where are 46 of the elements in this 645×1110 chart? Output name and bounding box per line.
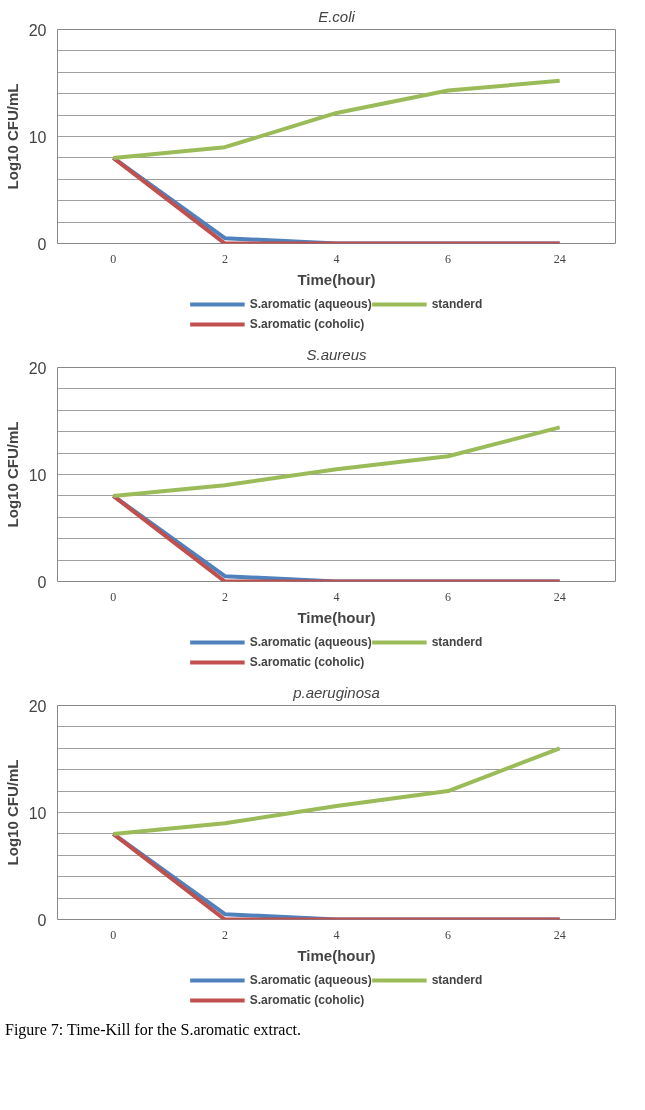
x-tick-label: 2 <box>221 589 228 604</box>
x-tick-label: 2 <box>221 927 228 942</box>
x-tick-label: 24 <box>553 589 566 604</box>
caption: Figure 7: Time-Kill for the S.aromatic extract. <box>5 1020 301 1041</box>
x-axis-title: Time(hour) <box>297 946 376 964</box>
x-axis-title: Time(hour) <box>297 608 376 626</box>
legend-label: standerd <box>431 297 483 311</box>
line-series <box>111 746 562 836</box>
line-series <box>111 425 562 498</box>
x-tick-label: 6 <box>445 589 452 604</box>
x-tick-label: 0 <box>110 589 117 604</box>
x-tick-label: 24 <box>553 927 566 942</box>
y-axis-title: Log10 CFU/mL <box>3 83 21 190</box>
y-tick-label: 20 <box>28 359 47 377</box>
legend-label: S.aromatic (coholic) <box>249 993 365 1007</box>
x-tick-label: 4 <box>333 927 340 942</box>
y-tick-label: 10 <box>28 128 47 146</box>
legend-label: S.aromatic (coholic) <box>249 655 365 669</box>
legend-label: S.aromatic (aqueous) <box>249 635 372 649</box>
x-tick-label: 0 <box>110 927 117 942</box>
y-tick-label: 20 <box>28 697 47 715</box>
y-tick-label: 20 <box>28 21 47 39</box>
x-tick-label: 6 <box>445 927 452 942</box>
x-axis-title: Time(hour) <box>297 270 376 288</box>
legend-label: standerd <box>431 635 483 649</box>
y-tick-label: 0 <box>37 235 47 253</box>
legend-label: S.aromatic (aqueous) <box>249 297 372 311</box>
chart-title: S.aureus <box>306 345 368 363</box>
y-tick-label: 10 <box>28 804 47 822</box>
x-tick-label: 0 <box>110 251 117 266</box>
y-axis-title: Log10 CFU/mL <box>3 759 21 866</box>
chart-title: E.coli <box>318 7 356 25</box>
y-tick-label: 0 <box>37 573 47 591</box>
legend-label: S.aromatic (coholic) <box>249 317 365 331</box>
chart-title: p.aeruginosa <box>292 683 380 701</box>
legend-label: S.aromatic (aqueous) <box>249 973 372 987</box>
x-tick-label: 2 <box>221 251 228 266</box>
y-axis-title: Log10 CFU/mL <box>3 421 21 528</box>
x-tick-label: 4 <box>333 251 340 266</box>
y-tick-label: 0 <box>37 911 47 929</box>
line-series <box>111 78 562 160</box>
x-tick-label: 4 <box>333 589 340 604</box>
y-tick-label: 10 <box>28 466 47 484</box>
legend-label: standerd <box>431 973 483 987</box>
x-tick-label: 6 <box>445 251 452 266</box>
x-tick-label: 24 <box>553 251 566 266</box>
